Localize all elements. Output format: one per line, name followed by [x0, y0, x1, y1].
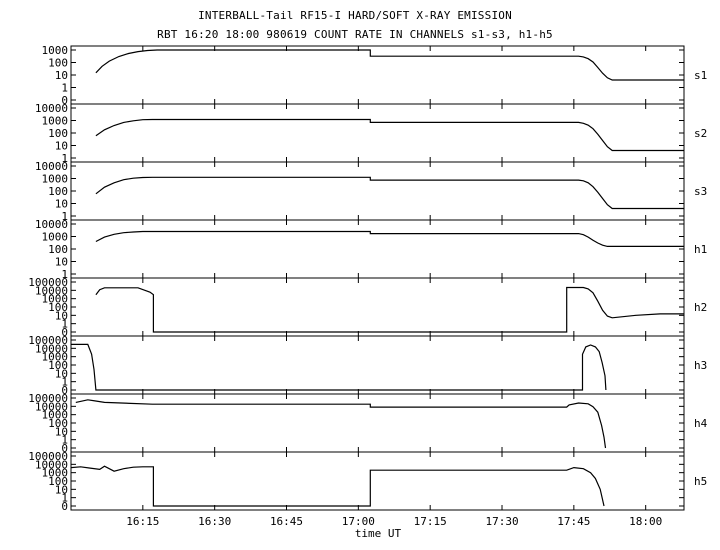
y-tick-label: 1000 [42, 173, 69, 186]
y-tick-label: 100000 [28, 334, 68, 347]
y-tick-label: 0 [61, 384, 68, 397]
panel-frame [70, 219, 685, 279]
panel-frame [70, 161, 685, 221]
panel-frame [70, 393, 685, 453]
y-tick-label: 0 [61, 500, 68, 513]
y-tick-label: 100 [48, 475, 68, 488]
y-tick-label: 10 [55, 309, 68, 322]
y-tick-label: 100 [48, 301, 68, 314]
x-tick-label: 16:45 [270, 515, 303, 528]
x-tick-label: 17:00 [342, 515, 375, 528]
y-tick-label: 0 [61, 442, 68, 455]
y-tick-label: 100 [48, 185, 68, 198]
series-line-h1 [95, 230, 684, 247]
series-line-h5 [70, 465, 605, 507]
y-tick-label: 1000 [42, 44, 69, 57]
panels-group: 10001001010s1100001000100101s21000010001… [28, 44, 707, 513]
y-tick-label: 0 [61, 94, 68, 107]
series-line-h2 [95, 286, 684, 333]
panel-label: s2 [694, 127, 707, 140]
chart-title: INTERBALL-Tail RF15-I HARD/SOFT X-RAY EM… [198, 9, 512, 22]
panel-label: h1 [694, 243, 707, 256]
y-tick-label: 10 [55, 483, 68, 496]
y-tick-label: 10000 [35, 458, 68, 471]
series-line-s3 [95, 176, 684, 210]
y-tick-label: 1 [61, 152, 68, 165]
y-tick-label: 100 [48, 359, 68, 372]
y-tick-label: 10000 [35, 400, 68, 413]
series-line-h4 [75, 399, 607, 449]
y-tick-label: 1 [61, 376, 68, 389]
x-tick-label: 16:15 [126, 515, 159, 528]
y-tick-label: 1000 [42, 231, 69, 244]
y-tick-label: 100000 [28, 276, 68, 289]
y-tick-label: 10000 [35, 342, 68, 355]
panel-label: h5 [694, 475, 707, 488]
x-tick-label: 18:00 [629, 515, 662, 528]
chart-subtitle: RBT 16:20 18:00 980619 COUNT RATE IN CHA… [157, 28, 553, 41]
y-tick-label: 1000 [42, 467, 69, 480]
y-tick-label: 10 [55, 69, 68, 82]
panel-label: h4 [694, 417, 708, 430]
y-tick-label: 10000 [35, 102, 68, 115]
x-tick-label: 16:30 [198, 515, 231, 528]
panel-frame [70, 335, 685, 395]
panel-label: s1 [694, 69, 707, 82]
y-tick-label: 100 [48, 243, 68, 256]
y-tick-label: 1000 [42, 115, 69, 128]
panel-frame [70, 277, 685, 337]
y-tick-label: 100000 [28, 392, 68, 405]
series-line-s1 [95, 49, 684, 81]
y-tick-label: 1 [61, 210, 68, 223]
y-tick-label: 1 [61, 434, 68, 447]
x-axis-label: time UT [355, 527, 402, 540]
y-tick-label: 100 [48, 57, 68, 70]
y-tick-label: 100 [48, 127, 68, 140]
y-tick-label: 1 [61, 82, 68, 95]
y-tick-label: 1000 [42, 293, 69, 306]
y-tick-label: 10000 [35, 284, 68, 297]
y-tick-label: 10 [55, 256, 68, 269]
y-tick-label: 100 [48, 417, 68, 430]
y-tick-label: 10 [55, 140, 68, 153]
y-tick-label: 10000 [35, 218, 68, 231]
y-tick-label: 0 [61, 326, 68, 339]
panel-frame [70, 103, 685, 163]
y-tick-label: 1 [61, 492, 68, 505]
y-tick-label: 1 [61, 318, 68, 331]
y-tick-label: 1000 [42, 409, 69, 422]
y-tick-label: 100000 [28, 450, 68, 463]
x-tick-label: 17:45 [557, 515, 590, 528]
series-line-s2 [95, 118, 684, 152]
x-tick-label: 17:15 [414, 515, 447, 528]
y-tick-label: 10 [55, 367, 68, 380]
series-line-h3 [71, 343, 607, 391]
y-tick-label: 1000 [42, 351, 69, 364]
y-tick-label: 1 [61, 268, 68, 281]
x-tick-label: 17:30 [485, 515, 518, 528]
panel-frame [70, 45, 685, 105]
y-tick-label: 10000 [35, 160, 68, 173]
y-tick-label: 10 [55, 425, 68, 438]
panel-label: h3 [694, 359, 707, 372]
x-axis: 16:15 16:30 16:45 17:00 17:15 17:30 17:45 18:00 [126, 515, 662, 528]
panel-label: s3 [694, 185, 707, 198]
y-tick-label: 10 [55, 198, 68, 211]
panel-label: h2 [694, 301, 707, 314]
panel-frame [70, 451, 685, 511]
